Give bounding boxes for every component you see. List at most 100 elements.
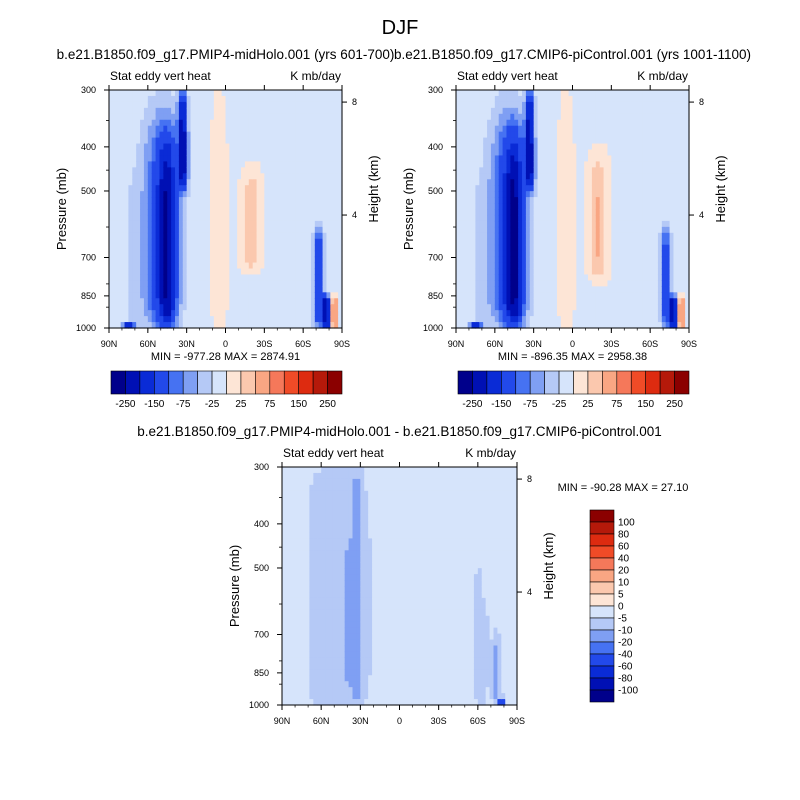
contour-cell [140,238,145,246]
contour-cell [147,244,153,252]
contour-cell [673,191,678,198]
contour-cell [272,238,277,246]
contour-cell [186,316,192,323]
contour-cell [310,226,316,234]
contour-cell [109,149,114,157]
contour-cell [287,203,293,210]
contour-cell [268,214,273,222]
contour-cell [483,119,488,127]
contour-cell [502,238,508,246]
contour-cell [241,292,246,299]
contour-cell [514,322,519,329]
contour-cell [186,268,192,276]
contour-cell [151,286,157,293]
contour-cell [334,262,339,270]
contour-cell [681,232,686,240]
contour-cell [307,298,312,305]
contour-cell [244,226,250,234]
contour-cell [202,310,207,317]
contour-cell [634,185,640,192]
contour-cell [588,322,593,329]
contour-cell [471,298,477,305]
contour-cell [217,125,223,133]
contour-cell [120,95,126,103]
contour-cell [326,274,331,281]
contour-cell [178,155,184,162]
contour-cell [607,173,612,180]
contour-cell [650,244,655,252]
contour-cell [209,155,215,162]
contour-cell [685,250,690,258]
contour-cell [272,316,277,323]
contour-cell [564,173,570,180]
contour-cell [541,232,546,240]
contour-cell [630,268,636,276]
contour-cell [471,262,477,270]
contour-cell [128,113,133,121]
contour-cell [116,220,122,228]
contour-cell [599,322,605,329]
contour-cell [471,161,477,168]
contour-cell [506,250,511,258]
contour-cell [225,155,230,162]
contour-cell [638,191,643,198]
contour-cell [159,149,164,157]
contour-cell [147,197,153,204]
contour-cell [685,197,690,204]
contour-cell [248,250,254,258]
contour-cell [490,214,496,222]
contour-cell [283,191,289,198]
contour-cell [221,238,227,246]
contour-cell [334,185,339,192]
contour-cell [657,203,663,210]
contour-cell [556,214,562,222]
contour-cell [591,262,597,270]
contour-cell [307,220,312,228]
contour-cell [487,167,492,174]
contour-cell [303,274,308,281]
contour-cell [275,274,281,281]
contour-cell [186,161,192,168]
contour-cell [650,238,655,246]
contour-cell [330,268,335,276]
x-tick-label: 60S [295,339,311,349]
contour-cell [279,155,285,162]
contour-cell [611,113,616,121]
contour-cell [237,220,242,228]
contour-cell [545,209,550,216]
contour-cell [572,161,577,168]
contour-cell [661,256,667,264]
contour-cell [326,203,331,210]
contour-cell [646,167,651,174]
contour-cell [151,262,157,270]
contour-cell [545,304,550,311]
contour-cell [175,119,180,127]
contour-cell [198,113,203,121]
contour-cell [330,304,335,311]
contour-cell [132,304,137,311]
contour-cell [553,304,558,311]
contour-cell [498,214,504,222]
contour-cell [318,155,324,162]
contour-cell [611,226,616,234]
contour-cell [237,304,242,311]
contour-cell [140,185,145,192]
contour-cell [537,119,543,127]
contour-cell [611,95,616,103]
contour-cell [303,220,308,228]
contour-cell [279,322,285,329]
contour-cell [140,310,145,317]
contour-cell [483,226,488,234]
contour-cell [143,250,149,258]
contour-cell [661,209,667,216]
contour-cell [591,316,597,323]
contour-cell [171,113,176,121]
contour-cell [237,226,242,234]
contour-cell [217,137,223,145]
contour-cell [615,209,620,216]
contour-cell [159,167,164,174]
contour-cell [591,95,597,103]
contour-cell [190,95,196,103]
contour-cell [291,250,296,258]
contour-cell [459,292,465,299]
